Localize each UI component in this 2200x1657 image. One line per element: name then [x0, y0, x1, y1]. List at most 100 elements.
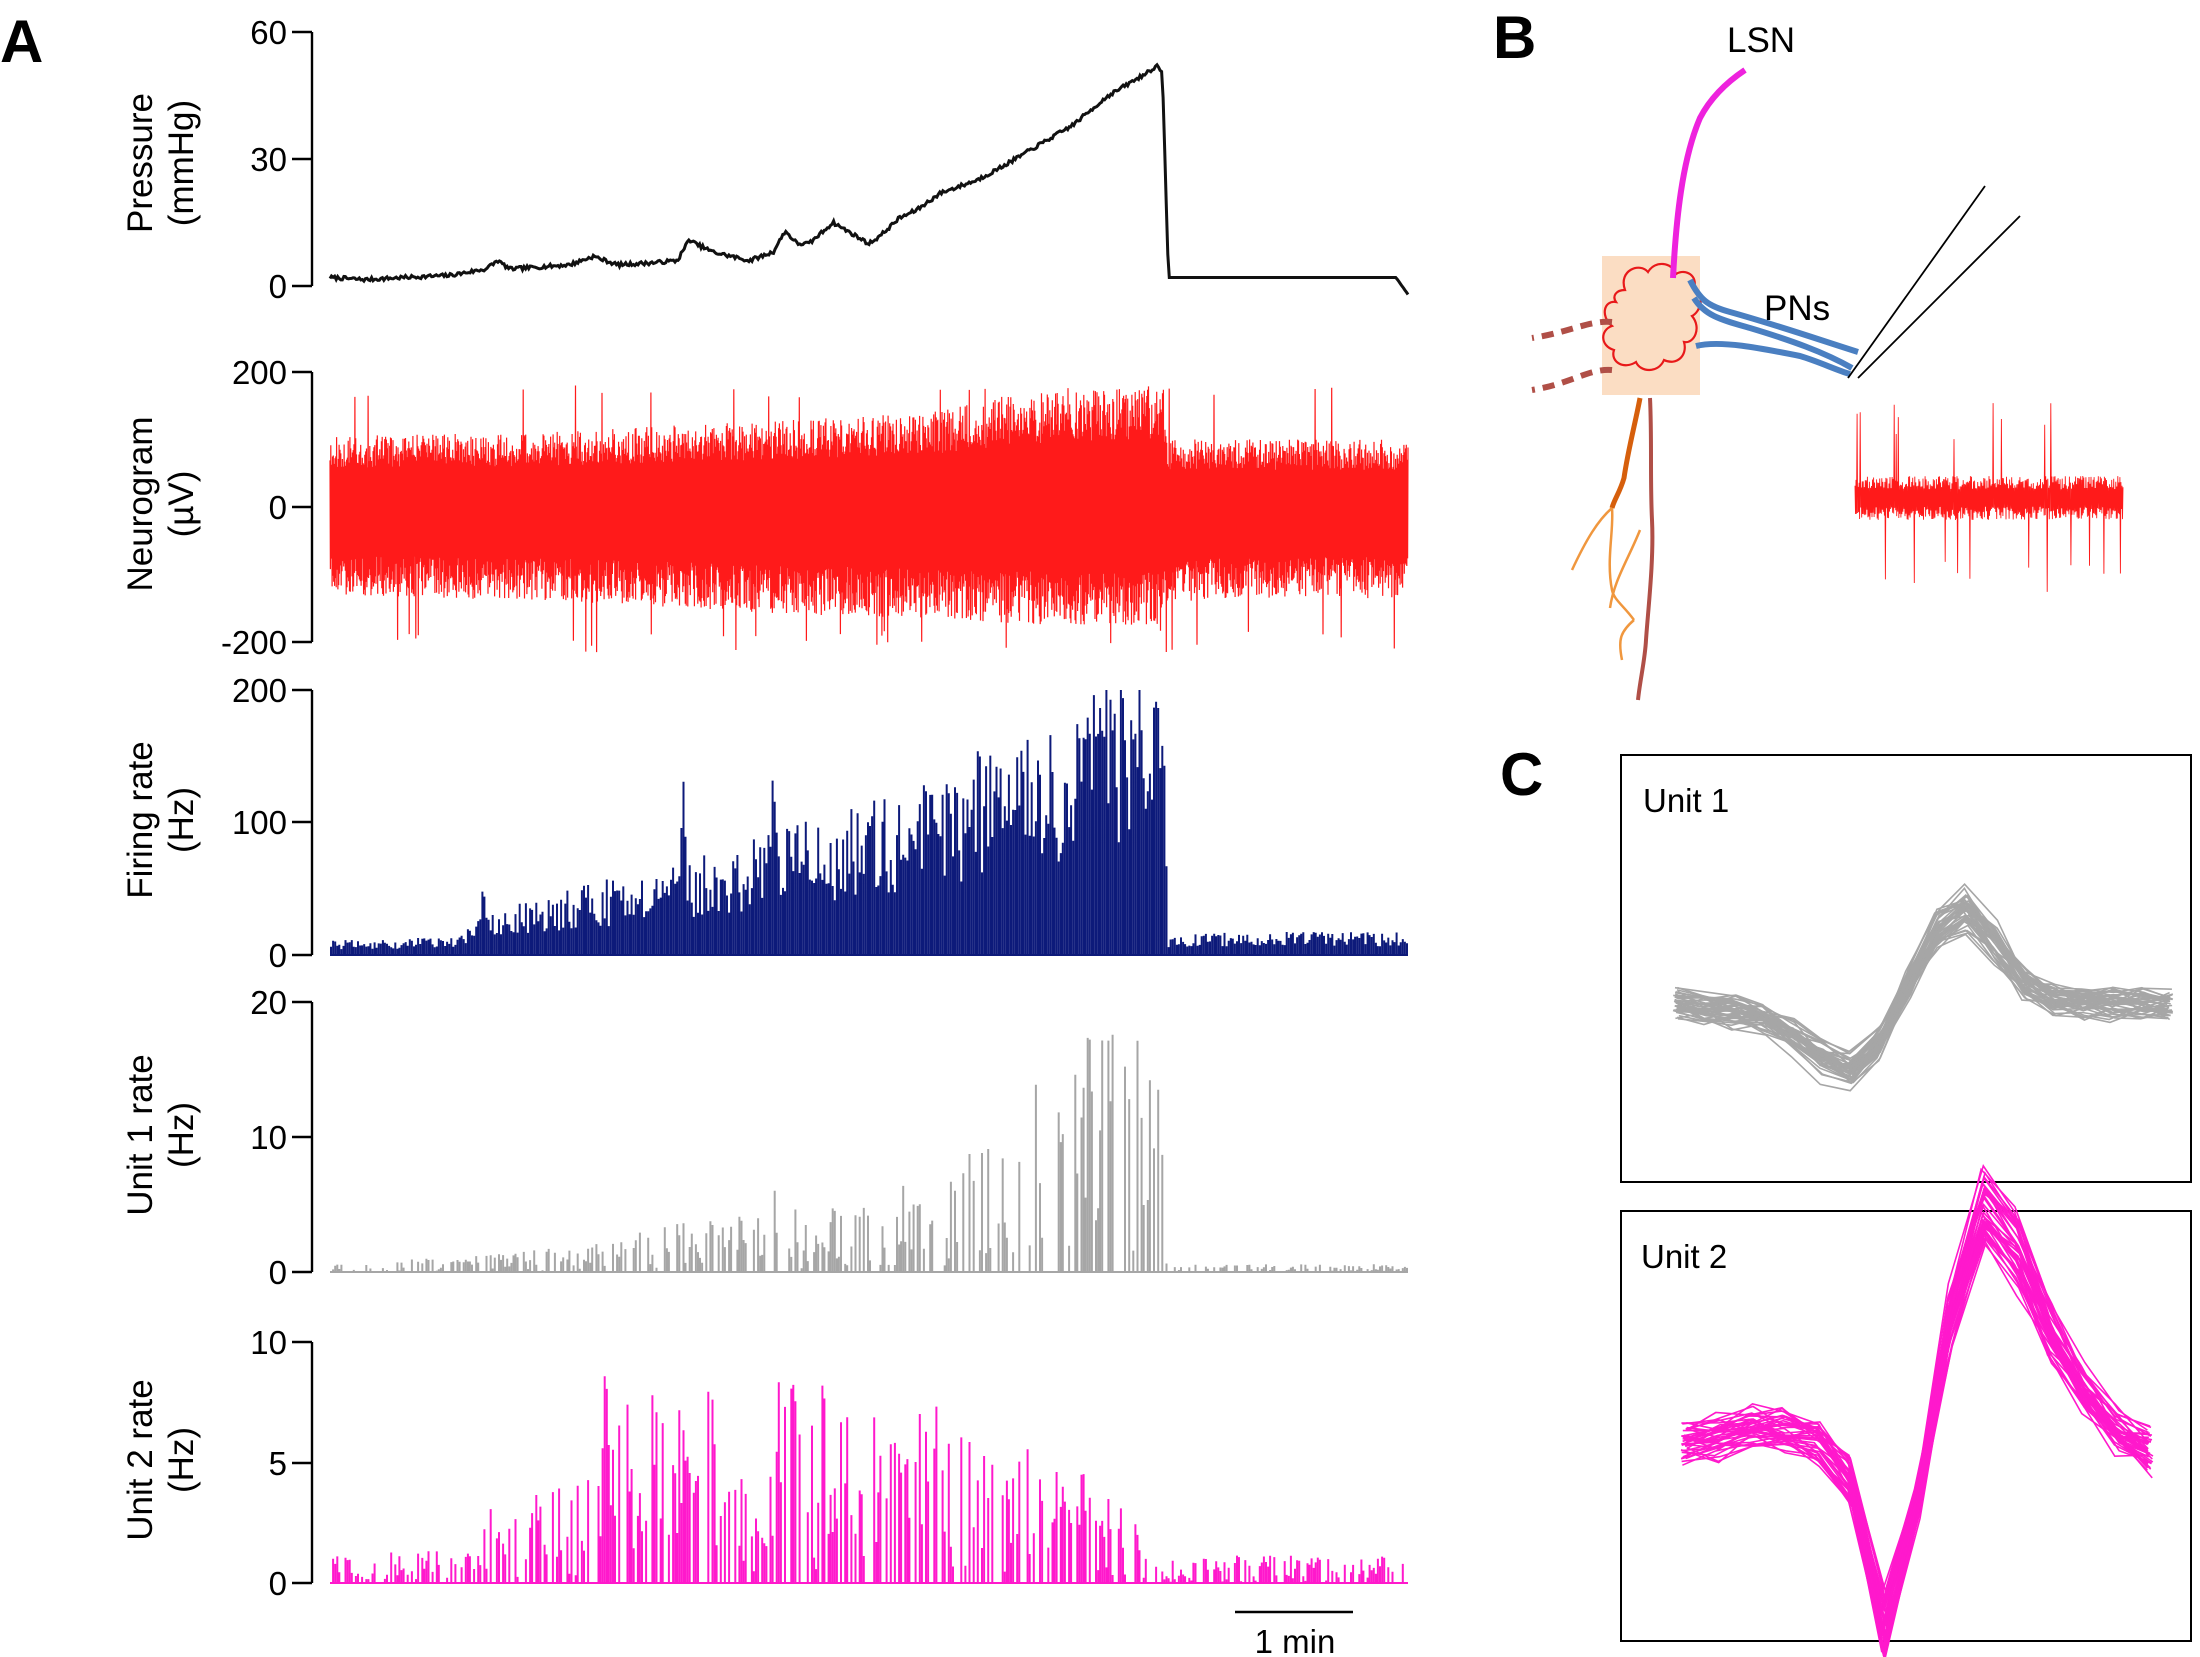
waveform-trace [1685, 1203, 2149, 1608]
unit1-tick-label-mid: 10 [250, 1119, 287, 1156]
unit2-waveform-frame [1620, 1210, 2192, 1642]
waveform-trace [1682, 1191, 2148, 1657]
unit1-tick-label-top: 20 [250, 984, 287, 1021]
orange-nerve-branch-2 [1608, 507, 1636, 621]
unit2-waveform-label: Unit 2 [1641, 1238, 1727, 1275]
firing-tick-label-mid: 100 [232, 804, 287, 841]
unit1-rate-bars [330, 1034, 1408, 1273]
waveform-trace [1681, 1231, 2150, 1608]
unit2-waveform-panel: Unit 2 [1620, 1164, 2192, 1657]
firing-tick-label-top: 200 [232, 672, 287, 709]
waveform-trace [1686, 1232, 2152, 1603]
waveform-trace [1686, 1171, 2152, 1642]
unit1-waveform-label: Unit 1 [1643, 782, 1729, 819]
unit1-tick-label-bottom: 0 [269, 1254, 287, 1291]
waveform-trace [1676, 924, 2168, 1068]
pressure-ylabel-line1: Pressure [121, 93, 160, 233]
pn-nerve-1 [1687, 278, 1859, 355]
pressure-chart: Pressure (mmHg) 60 30 0 [121, 14, 1410, 305]
electrode-line-1 [1847, 185, 1986, 379]
panel-label-a: A [0, 8, 43, 75]
brown-nerve [1636, 397, 1655, 701]
unit2-tick-label-mid: 5 [269, 1445, 287, 1482]
waveform-trace [1674, 893, 2168, 1079]
dashed-nerve-upper [1531, 318, 1613, 341]
neurogram-chart: Neurogram (µV) 200 0 -200 [121, 354, 1409, 661]
waveform-trace [1682, 1167, 2148, 1649]
firing-tick-label-bottom: 0 [269, 937, 287, 974]
panel-label-b: B [1493, 4, 1536, 71]
orange-nerve-trunk [1609, 397, 1643, 509]
waveform-trace [1676, 903, 2173, 1092]
waveform-trace [1677, 887, 2170, 1082]
pressure-ylabel-line2: (mmHg) [162, 100, 201, 226]
waveform-trace [1677, 905, 2169, 1073]
waveform-trace [1683, 1193, 2153, 1629]
unit2-rate-chart: Unit 2 rate (Hz) 10 5 0 [121, 1324, 1408, 1602]
unit2-ylabel-line1: Unit 2 rate [121, 1379, 160, 1540]
pn-nerves [1687, 278, 1859, 377]
scale-bar-label: 1 min [1255, 1623, 1336, 1657]
unit2-tick-label-top: 10 [250, 1324, 287, 1361]
firing-rate-bars [330, 690, 1408, 956]
waveform-trace [1676, 900, 2172, 1060]
orange-nerve-branch-3 [1608, 529, 1642, 609]
firing-ylabel-line1: Firing rate [121, 741, 160, 899]
unit1-rate-chart: Unit 1 rate (Hz) 20 10 0 [121, 984, 1408, 1291]
waveform-trace [1674, 903, 2170, 1066]
inset-neurogram-trace [1854, 403, 2124, 592]
unit2-tick-label-bottom: 0 [269, 1565, 287, 1602]
waveform-trace [1676, 898, 2171, 1067]
waveform-trace [1678, 894, 2168, 1079]
waveform-trace [1681, 1182, 2149, 1651]
waveform-trace [1684, 1186, 2153, 1615]
unit1-waveform-panel: Unit 1 [1620, 754, 2192, 1183]
lsn-nerve [1670, 67, 1747, 279]
waveform-trace [1684, 1175, 2153, 1636]
unit2-waveforms [1680, 1164, 2154, 1657]
orange-nerve-branch-1 [1570, 507, 1613, 571]
pressure-tick-label-bottom: 0 [269, 268, 287, 305]
pn-nerve-3 [1695, 340, 1851, 377]
dashed-nerve-lower [1531, 366, 1613, 393]
waveform-trace [1681, 1218, 2149, 1641]
unit2-rate-bars [330, 1376, 1408, 1584]
waveform-trace [1686, 1213, 2153, 1647]
neurogram-ylabel-line1: Neurogram [121, 416, 160, 591]
neurogram-trace [329, 385, 1409, 653]
pressure-tick-label-top: 60 [250, 14, 287, 51]
unit2-ylabel-line2: (Hz) [162, 1427, 201, 1493]
waveform-trace [1676, 899, 2171, 1073]
neurogram-tick-label-mid: 0 [269, 489, 287, 526]
neurogram-ylabel-line2: (µV) [162, 471, 201, 538]
orange-nerve-branch-4 [1618, 619, 1635, 661]
preparation-diagram: LSN PNs [1531, 21, 2124, 701]
pns-label: PNs [1764, 289, 1830, 328]
waveform-trace [1685, 1237, 2151, 1640]
waveform-trace [1674, 906, 2169, 1063]
unit1-waveform-frame [1620, 754, 2192, 1183]
firing-rate-chart: Firing rate (Hz) 200 100 0 [121, 672, 1408, 974]
waveform-trace [1675, 900, 2170, 1078]
ganglion-box [1602, 256, 1700, 395]
neurogram-tick-label-bottom: -200 [221, 624, 287, 661]
waveform-trace [1682, 1214, 2154, 1648]
waveform-trace [1675, 909, 2171, 1062]
waveform-trace [1682, 1224, 2151, 1657]
firing-ylabel-line2: (Hz) [162, 787, 201, 853]
pn-nerve-2 [1691, 296, 1854, 371]
electrode-line-2 [1857, 215, 2021, 379]
pressure-tick-label-mid: 30 [250, 141, 287, 178]
waveform-trace [1676, 920, 2171, 1081]
unit1-ylabel-line1: Unit 1 rate [121, 1054, 160, 1215]
waveform-trace [1674, 899, 2168, 1062]
waveform-trace [1675, 905, 2171, 1072]
panel-label-c: C [1500, 741, 1543, 808]
time-scale-bar: 1 min [1235, 1610, 1353, 1657]
unit1-waveforms [1672, 883, 2174, 1092]
unit1-ylabel-line2: (Hz) [162, 1102, 201, 1168]
pressure-trace [328, 62, 1410, 296]
lsn-label: LSN [1727, 21, 1795, 60]
waveform-trace [1677, 902, 2174, 1069]
